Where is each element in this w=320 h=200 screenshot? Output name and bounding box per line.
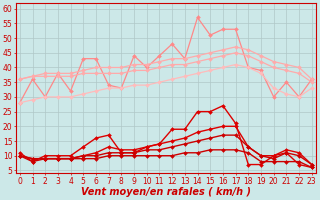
X-axis label: Vent moyen/en rafales ( km/h ): Vent moyen/en rafales ( km/h ): [81, 187, 251, 197]
